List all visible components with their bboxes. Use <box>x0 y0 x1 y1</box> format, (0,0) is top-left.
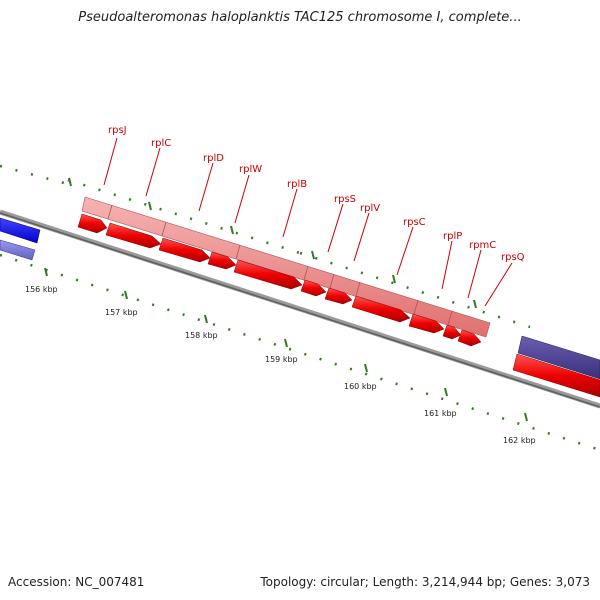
gene-blue-left[interactable] <box>0 217 41 244</box>
gene-rplP <box>408 313 445 334</box>
lower-major-ticks <box>44 267 528 422</box>
gene-label-rpmC: rpmC <box>469 240 496 251</box>
accession-text: Accession: NC_007481 <box>8 575 145 589</box>
gene-rplV <box>324 287 353 305</box>
pink-operon-bar[interactable] <box>81 196 491 338</box>
map-title: Pseudoalteromonas haloplanktis TAC125 ch… <box>78 10 522 25</box>
tick-label-161: 161 kbp <box>424 409 457 418</box>
tick-label-162: 162 kbp <box>503 436 536 445</box>
gene-labels: rpsJ rplC rplD rplW rplB rpsS rplV rpsC … <box>108 125 525 263</box>
gene-rplW <box>207 251 237 270</box>
gene-label-rpsJ: rpsJ <box>108 125 127 136</box>
gene-label-rplB: rplB <box>287 179 307 190</box>
gene-label-rplD: rplD <box>203 153 224 164</box>
tick-label-160: 160 kbp <box>344 382 377 391</box>
gene-label-rpsS: rpsS <box>334 194 356 205</box>
tick-label-156: 156 kbp <box>25 285 58 294</box>
gene-rpsC <box>351 295 411 323</box>
upper-major-ticks <box>68 177 477 309</box>
gene-label-rplC: rplC <box>151 138 171 149</box>
gene-label-rplP: rplP <box>443 231 462 242</box>
gene-label-rplV: rplV <box>360 203 380 214</box>
tick-label-159: 159 kbp <box>265 355 298 364</box>
gene-lightblue-left[interactable] <box>0 239 36 261</box>
gene-rplB <box>233 259 303 290</box>
gene-rplD <box>158 237 211 263</box>
gene-label-rpsC: rpsC <box>403 217 426 228</box>
gene-label-leaders <box>103 137 513 307</box>
red-gene-arrows[interactable] <box>77 213 482 347</box>
tick-label-158: 158 kbp <box>185 331 218 340</box>
gene-red-right[interactable] <box>512 353 600 398</box>
genome-summary-text: Topology: circular; Length: 3,214,944 bp… <box>260 575 590 589</box>
gene-rpsQ <box>457 329 482 347</box>
gene-rpmC <box>442 324 462 340</box>
gene-label-rplW: rplW <box>239 164 262 175</box>
tick-label-157: 157 kbp <box>105 308 138 317</box>
tick-labels: 156 kbp 157 kbp 158 kbp 159 kbp 160 kbp … <box>25 285 536 445</box>
gene-rpsJ <box>77 213 108 234</box>
gene-rpsS <box>300 279 327 297</box>
gene-rplC <box>105 222 162 249</box>
backbone <box>0 206 600 410</box>
gene-indigo-right[interactable] <box>517 335 600 380</box>
gene-label-rpsQ: rpsQ <box>501 252 525 263</box>
